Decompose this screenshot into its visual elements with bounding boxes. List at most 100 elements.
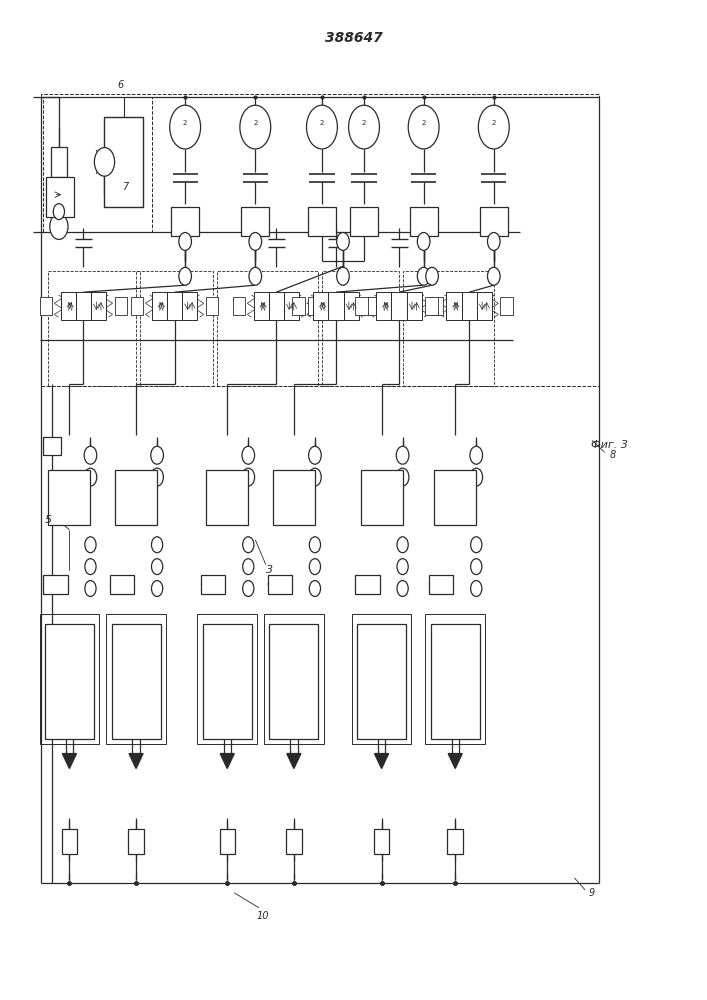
Bar <box>131 297 144 315</box>
Circle shape <box>249 232 262 250</box>
Bar <box>106 614 166 744</box>
Circle shape <box>487 267 500 285</box>
Bar <box>43 437 61 455</box>
Bar <box>392 292 407 320</box>
Circle shape <box>170 105 201 149</box>
Bar <box>105 117 143 207</box>
Bar <box>426 297 438 315</box>
Bar <box>264 614 324 744</box>
Bar <box>45 624 94 739</box>
Bar <box>43 575 68 594</box>
Circle shape <box>397 468 409 486</box>
Text: 2: 2 <box>491 120 496 126</box>
Bar <box>284 292 299 320</box>
Circle shape <box>426 267 438 285</box>
Bar <box>51 147 66 177</box>
Circle shape <box>309 468 321 486</box>
Bar <box>206 470 248 525</box>
Circle shape <box>309 446 321 464</box>
Text: 5: 5 <box>45 515 52 525</box>
Text: 3: 3 <box>266 565 273 575</box>
Bar <box>115 470 157 525</box>
Circle shape <box>397 537 408 553</box>
Bar <box>46 177 74 217</box>
Bar <box>61 292 76 320</box>
Bar <box>409 207 438 236</box>
Circle shape <box>240 105 271 149</box>
Circle shape <box>470 468 483 486</box>
Circle shape <box>48 180 69 210</box>
Bar <box>431 624 480 739</box>
Bar <box>48 271 139 386</box>
Bar <box>367 297 380 315</box>
Bar <box>313 292 328 320</box>
Bar <box>267 575 292 594</box>
Bar <box>322 271 399 386</box>
Circle shape <box>349 105 380 149</box>
Text: 8: 8 <box>610 450 617 460</box>
Bar <box>136 271 214 386</box>
Bar <box>462 292 477 320</box>
Text: 2: 2 <box>421 120 426 126</box>
Circle shape <box>243 559 254 575</box>
Bar <box>206 297 218 315</box>
Bar <box>201 575 226 594</box>
Circle shape <box>397 446 409 464</box>
Bar <box>217 271 318 386</box>
Bar <box>110 575 134 594</box>
Circle shape <box>85 537 96 553</box>
Bar <box>233 297 245 315</box>
Circle shape <box>471 559 482 575</box>
Bar <box>434 470 477 525</box>
Bar <box>182 292 197 320</box>
Circle shape <box>49 214 68 239</box>
Circle shape <box>471 581 482 596</box>
Bar <box>501 297 513 315</box>
Bar <box>40 297 52 315</box>
Text: 2: 2 <box>183 120 187 126</box>
Bar <box>112 624 160 739</box>
Bar <box>477 292 492 320</box>
Text: 6: 6 <box>117 80 124 90</box>
Bar <box>129 829 144 854</box>
Circle shape <box>307 105 337 149</box>
Circle shape <box>397 581 408 596</box>
Circle shape <box>479 105 509 149</box>
Circle shape <box>242 468 255 486</box>
Circle shape <box>151 446 163 464</box>
Circle shape <box>242 446 255 464</box>
Circle shape <box>243 537 254 553</box>
Circle shape <box>151 581 163 596</box>
Circle shape <box>309 581 320 596</box>
Bar <box>197 614 257 744</box>
Bar <box>374 829 390 854</box>
Text: 2: 2 <box>253 120 257 126</box>
Polygon shape <box>220 754 234 768</box>
Bar <box>286 829 302 854</box>
Text: 2: 2 <box>362 120 366 126</box>
Bar <box>480 207 508 236</box>
Bar <box>431 297 443 315</box>
Polygon shape <box>62 754 76 768</box>
Polygon shape <box>287 754 301 768</box>
Bar <box>407 292 422 320</box>
Circle shape <box>397 559 408 575</box>
Circle shape <box>179 267 192 285</box>
Bar <box>361 470 402 525</box>
Circle shape <box>417 232 430 250</box>
Bar <box>62 829 77 854</box>
Bar <box>355 575 380 594</box>
Bar <box>308 207 336 236</box>
Bar <box>269 624 318 739</box>
Circle shape <box>309 559 320 575</box>
Bar <box>269 292 284 320</box>
Circle shape <box>309 537 320 553</box>
Circle shape <box>53 204 64 220</box>
Circle shape <box>151 559 163 575</box>
Bar <box>115 297 127 315</box>
Circle shape <box>84 446 97 464</box>
Bar <box>446 292 462 320</box>
Bar <box>167 292 182 320</box>
Circle shape <box>243 581 254 596</box>
Text: 388647: 388647 <box>325 31 382 45</box>
